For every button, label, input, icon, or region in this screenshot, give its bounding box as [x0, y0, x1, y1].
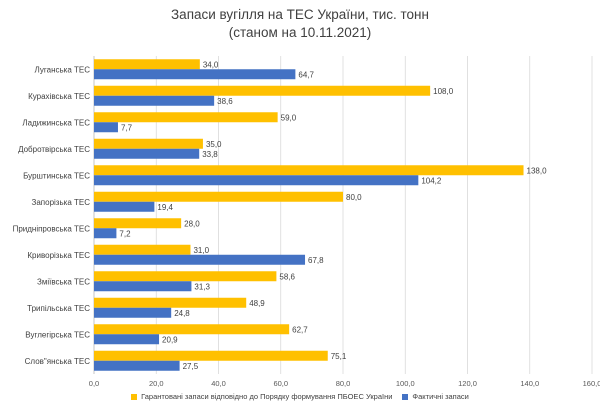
category-label: Ладижинська ТЕС [22, 118, 90, 127]
x-tick-label: 120,0 [458, 379, 477, 388]
data-label-actual: 104,2 [421, 176, 442, 185]
data-label-actual: 31,3 [194, 282, 210, 291]
category-label: Луганська ТЕС [35, 65, 91, 74]
data-label-actual: 67,8 [308, 256, 324, 265]
legend: Гарантовані запаси відповідно до Порядку… [0, 392, 600, 401]
bar-actual [94, 281, 192, 292]
bar-guaranteed [94, 165, 524, 176]
x-tick-label: 140,0 [520, 379, 539, 388]
data-label-actual: 24,8 [174, 309, 190, 318]
data-label-guaranteed: 31,0 [193, 246, 209, 255]
bar-guaranteed [94, 218, 182, 229]
x-tick-label: 20,0 [149, 379, 164, 388]
bar-actual [94, 254, 306, 265]
bar-guaranteed [94, 191, 343, 202]
x-tick-label: 0,0 [89, 379, 99, 388]
category-label: Трипільська ТЕС [27, 304, 90, 313]
data-label-guaranteed: 59,0 [281, 113, 297, 122]
category-label: Запорізька ТЕС [32, 198, 91, 207]
bar-actual [94, 228, 117, 239]
data-label-actual: 7,2 [119, 229, 131, 238]
bar-actual [94, 148, 200, 159]
category-label: Криворізька ТЕС [27, 251, 90, 260]
x-tick-label: 80,0 [336, 379, 351, 388]
legend-item-guaranteed: Гарантовані запаси відповідно до Порядку… [131, 392, 392, 401]
bar-actual [94, 122, 118, 133]
bar-actual [94, 175, 419, 186]
bar-guaranteed [94, 244, 191, 255]
data-label-guaranteed: 28,0 [184, 219, 200, 228]
x-tick-label: 40,0 [211, 379, 226, 388]
x-tick-label: 60,0 [273, 379, 288, 388]
data-label-actual: 38,6 [217, 97, 233, 106]
data-label-actual: 64,7 [298, 70, 314, 79]
bar-guaranteed [94, 271, 277, 282]
data-label-guaranteed: 80,0 [346, 193, 362, 202]
data-label-guaranteed: 62,7 [292, 325, 308, 334]
data-label-guaranteed: 48,9 [249, 299, 265, 308]
data-label-guaranteed: 138,0 [527, 166, 548, 175]
data-label-actual: 20,9 [162, 335, 178, 344]
x-tick-label: 100,0 [396, 379, 415, 388]
data-label-actual: 33,8 [202, 150, 218, 159]
bar-guaranteed [94, 59, 200, 70]
bar-guaranteed [94, 85, 431, 96]
data-label-actual: 27,5 [183, 362, 199, 371]
bar-actual [94, 201, 155, 212]
legend-swatch-guaranteed [131, 393, 138, 400]
data-label-actual: 7,7 [121, 123, 133, 132]
bar-guaranteed [94, 138, 203, 149]
bar-actual [94, 307, 172, 318]
category-label: Курахівська ТЕС [28, 92, 90, 101]
bar-actual [94, 69, 296, 80]
legend-item-actual: Фактичні запаси [402, 392, 469, 401]
chart-title: Запаси вугілля на ТЕС України, тис. тонн [171, 7, 429, 22]
bar-actual [94, 360, 180, 371]
data-label-guaranteed: 75,1 [331, 352, 347, 361]
bar-actual [94, 334, 160, 345]
category-label: Вуглегірська ТЕС [25, 330, 90, 339]
bar-guaranteed [94, 297, 247, 308]
data-label-actual: 19,4 [157, 203, 173, 212]
category-label: Бурштинська ТЕС [23, 171, 90, 180]
bar-guaranteed [94, 324, 290, 335]
bar-guaranteed [94, 350, 328, 361]
data-label-guaranteed: 35,0 [206, 140, 222, 149]
data-label-guaranteed: 34,0 [203, 60, 219, 69]
chart-subtitle: (станом на 10.11.2021) [228, 25, 372, 40]
data-label-guaranteed: 108,0 [433, 87, 454, 96]
legend-label-guaranteed: Гарантовані запаси відповідно до Порядку… [141, 392, 393, 401]
bar-guaranteed [94, 112, 278, 123]
legend-label-actual: Фактичні запаси [412, 392, 469, 401]
category-label: Придніпровська ТЕС [13, 224, 91, 233]
legend-swatch-actual [402, 393, 409, 400]
category-label: Слов"янська ТЕС [25, 357, 91, 366]
bar-actual [94, 95, 215, 106]
data-label-guaranteed: 58,6 [279, 272, 295, 281]
category-label: Добротвірська ТЕС [18, 145, 90, 154]
category-label: Зміївська ТЕС [37, 277, 90, 286]
x-tick-label: 160,0 [583, 379, 600, 388]
